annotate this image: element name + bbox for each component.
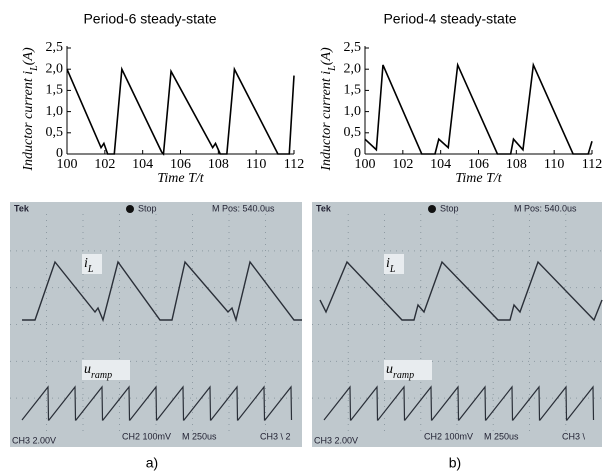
text-part: Inductor current i <box>21 71 36 172</box>
trace-label: iL <box>386 256 396 275</box>
y-tick-label: 1,0 <box>344 104 362 119</box>
text-part: u <box>84 362 91 377</box>
y-tick-label: 2,0 <box>344 61 362 76</box>
ramp-trace <box>21 385 293 421</box>
y-tick-label: 1,0 <box>46 104 64 119</box>
chart-title: Period-4 steady-state <box>383 11 516 27</box>
x-axis-label: Time T/t <box>157 171 204 186</box>
label-box <box>384 254 404 274</box>
text-part: i <box>84 256 88 271</box>
label-box <box>82 254 102 274</box>
text-part: u <box>386 362 393 377</box>
text-part: ramp <box>91 370 112 381</box>
scope-trigger: CH3 \ <box>562 431 586 441</box>
x-tick-label: 108 <box>208 157 229 172</box>
x-tick-label: 104 <box>430 157 451 172</box>
x-tick-label: 112 <box>582 157 602 172</box>
x-tick-label: 106 <box>468 157 489 172</box>
panel-label: a) <box>146 455 158 471</box>
y-tick-label: 1,5 <box>344 83 362 98</box>
y-tick-label: 2,0 <box>46 61 64 76</box>
text-part: L <box>29 65 40 72</box>
x-axis-label: Time T/t <box>455 171 502 186</box>
y-tick-label: 1,5 <box>46 83 64 98</box>
x-tick-label: 110 <box>246 157 266 172</box>
trace-label: uramp <box>84 362 112 381</box>
scope-ch2: CH2 100mV <box>424 431 473 441</box>
chart-title: Period-6 steady-state <box>83 11 216 27</box>
text-part: L <box>389 264 396 275</box>
x-tick-label: 100 <box>57 157 78 172</box>
text-part: ramp <box>393 370 414 381</box>
scope-brand: Tek <box>316 203 332 213</box>
scope-time: M 250us <box>484 431 519 441</box>
y-axis-label: Inductor current iL(A) <box>319 47 338 172</box>
text-part: (A) <box>319 47 334 65</box>
x-tick-label: 100 <box>355 157 376 172</box>
text-part: i <box>386 256 390 271</box>
ramp-trace <box>323 385 595 421</box>
scope-position: M Pos: 540.0us <box>514 203 577 213</box>
y-tick-label: 2,5 <box>344 40 362 55</box>
x-tick-label: 106 <box>170 157 191 172</box>
line-series <box>364 61 593 155</box>
il-trace <box>319 260 603 322</box>
y-tick-label: 0,5 <box>344 125 362 140</box>
y-tick-label: 2,5 <box>46 40 64 55</box>
x-tick-label: 108 <box>506 157 527 172</box>
scope-trigger: CH3 \ 2 <box>260 431 291 441</box>
text-part: Inductor current i <box>319 71 334 172</box>
scope-ch2: CH2 100mV <box>122 431 171 441</box>
scope-brand: Tek <box>14 203 30 213</box>
scope-time: M 250us <box>182 431 217 441</box>
line-series <box>66 66 295 156</box>
scope-state: Stop <box>138 203 157 213</box>
panel-label: b) <box>449 455 461 471</box>
y-tick-label: 0,5 <box>46 125 64 140</box>
scope-state: Stop <box>440 203 459 213</box>
scope-ch3: CH3 2.00V <box>314 435 358 445</box>
il-trace <box>22 260 302 323</box>
y-tick-label: 0 <box>354 146 361 161</box>
x-tick-label: 110 <box>544 157 564 172</box>
scope-state-dot <box>126 205 134 213</box>
label-box <box>384 360 432 380</box>
text-part: (A) <box>21 47 36 65</box>
x-tick-label: 104 <box>132 157 153 172</box>
x-tick-label: 112 <box>284 157 304 172</box>
y-tick-label: 0 <box>56 146 63 161</box>
scope-state-dot <box>428 205 436 213</box>
scope-ch3: CH3 2.00V <box>12 435 56 445</box>
x-tick-label: 102 <box>94 157 115 172</box>
label-box <box>82 360 130 380</box>
trace-label: uramp <box>386 362 414 381</box>
text-part: L <box>327 65 338 72</box>
trace-label: iL <box>84 256 94 275</box>
y-axis-label: Inductor current iL(A) <box>21 47 40 172</box>
text-part: L <box>87 264 94 275</box>
scope-position: M Pos: 540.0us <box>212 203 275 213</box>
x-tick-label: 102 <box>392 157 413 172</box>
